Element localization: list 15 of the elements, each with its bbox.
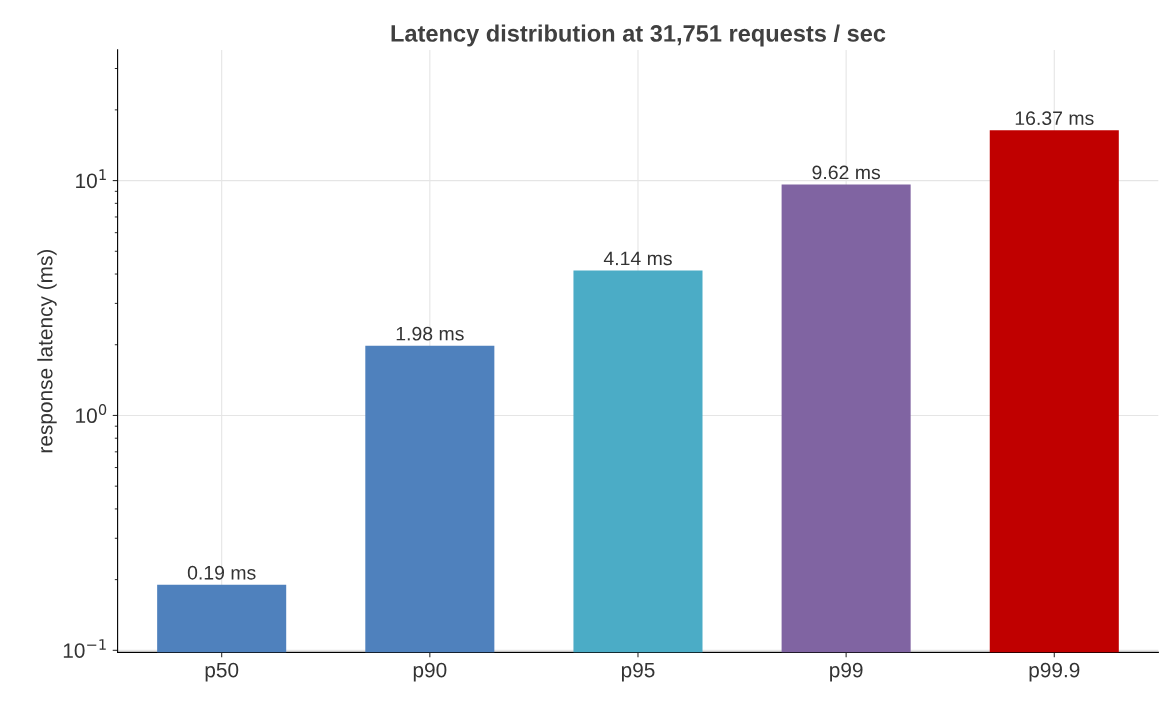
y-tick-label: 10$^{1}$ bbox=[76, 169, 106, 189]
y-tick-label: 10$^{−1}$ bbox=[63, 639, 106, 658]
data-label: 0.19 ms bbox=[187, 565, 256, 580]
x-tick-label: p90 bbox=[413, 662, 447, 682]
data-label: 16.37 ms bbox=[1015, 111, 1094, 126]
data-label: 4.14 ms bbox=[603, 251, 672, 266]
data-label: 1.98 ms bbox=[396, 326, 464, 341]
y-tick-label: 10$^{0}$ bbox=[76, 404, 107, 424]
x-tick-label: p99.9 bbox=[1029, 662, 1080, 682]
data-label: 9.62 ms bbox=[812, 165, 881, 180]
x-tick-label: p99 bbox=[830, 662, 863, 682]
x-tick-label: p95 bbox=[621, 662, 655, 682]
y-axis-title: response latency (ms) bbox=[37, 249, 57, 453]
chart-title: Latency distribution at 31,751 requests / sec bbox=[391, 24, 886, 47]
x-tick-label: p50 bbox=[205, 662, 239, 682]
